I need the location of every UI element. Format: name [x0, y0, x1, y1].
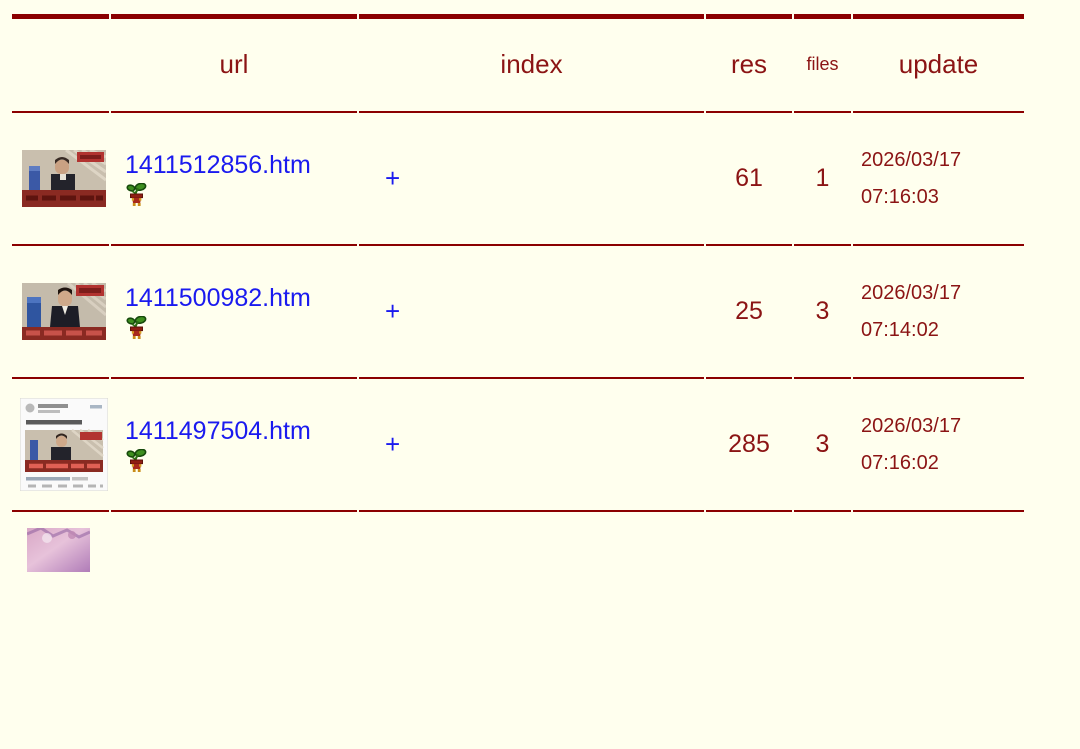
thread-link[interactable]: 1411500982.htm: [125, 283, 311, 312]
res-cell: 285: [706, 377, 792, 510]
update-date: 2026/03/17: [861, 148, 962, 171]
table-row-partial: [12, 510, 1024, 749]
expand-index-button[interactable]: +: [385, 163, 401, 193]
update-date: 2026/03/17: [861, 414, 962, 437]
table-row: 1411497504.htm: [12, 377, 1024, 510]
col-header-thumb: [12, 14, 109, 111]
update-cell: 2026/03/17 07:14:02: [853, 244, 1024, 377]
col-header-url: url: [111, 14, 357, 111]
index-cell: +: [359, 377, 704, 510]
index-cell: [359, 510, 704, 749]
thumbnail-cell: [12, 111, 109, 244]
res-cell: 25: [706, 244, 792, 377]
thumbnail-pink-artwork[interactable]: [27, 528, 90, 572]
sprout-icon: [126, 448, 356, 473]
header-row: url index res files update: [12, 14, 1024, 111]
files-cell: 1: [794, 111, 851, 244]
thread-link[interactable]: 1411512856.htm: [125, 150, 311, 179]
url-cell: 1411497504.htm: [111, 377, 357, 510]
col-header-index: index: [359, 14, 704, 111]
url-cell: 1411500982.htm: [111, 244, 357, 377]
thread-link[interactable]: 1411497504.htm: [125, 416, 311, 445]
sprout-icon: [126, 315, 356, 340]
update-cell: 2026/03/17 07:16:03: [853, 111, 1024, 244]
thumbnail-cell: [12, 377, 109, 510]
update-time: 07:14:02: [861, 318, 939, 341]
thumbnail-news-anchor[interactable]: [22, 283, 106, 340]
col-header-update: update: [853, 14, 1024, 111]
res-cell: [706, 510, 792, 749]
update-cell: [853, 510, 1024, 749]
update-date: 2026/03/17: [861, 281, 962, 304]
thumbnail-tweet-screenshot[interactable]: [20, 398, 108, 491]
index-cell: +: [359, 111, 704, 244]
col-header-files: files: [794, 14, 851, 111]
update-time: 07:16:03: [861, 185, 939, 208]
index-cell: +: [359, 244, 704, 377]
col-header-res: res: [706, 14, 792, 111]
table-row: 1411500982.htm: [12, 244, 1024, 377]
expand-index-button[interactable]: +: [385, 296, 401, 326]
thumbnail-news-studio[interactable]: [22, 150, 106, 207]
res-cell: 61: [706, 111, 792, 244]
thumbnail-cell: [12, 244, 109, 377]
table-row: 1411512856.htm: [12, 111, 1024, 244]
files-cell: 3: [794, 244, 851, 377]
update-cell: 2026/03/17 07:16:02: [853, 377, 1024, 510]
update-time: 07:16:02: [861, 451, 939, 474]
expand-index-button[interactable]: +: [385, 429, 401, 459]
thread-table: url index res files update: [10, 14, 1026, 749]
files-cell: [794, 510, 851, 749]
url-cell: 1411512856.htm: [111, 111, 357, 244]
sprout-icon: [126, 182, 356, 207]
files-cell: 3: [794, 377, 851, 510]
url-cell: [111, 510, 357, 749]
thumbnail-cell: [12, 510, 109, 749]
